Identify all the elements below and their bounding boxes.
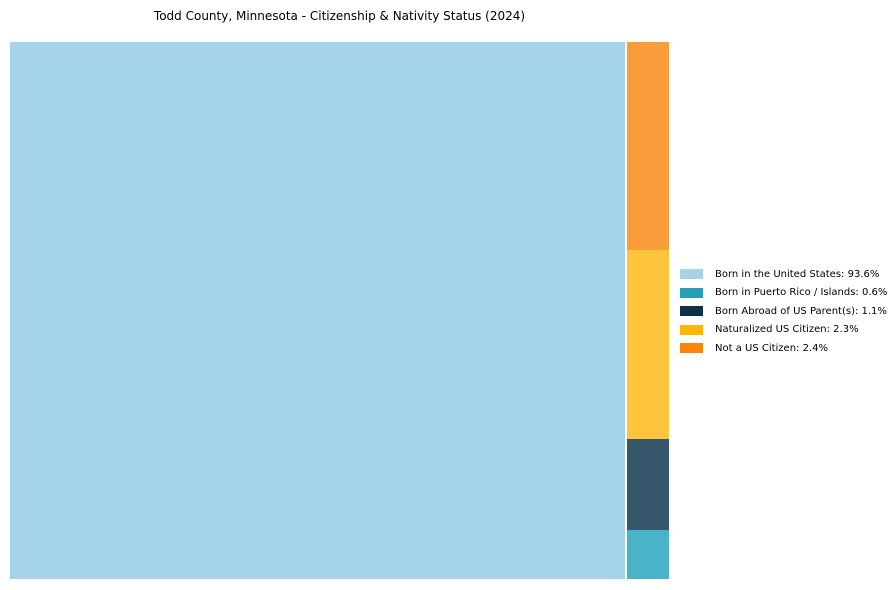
- legend-label-not-citizen: Not a US Citizen: 2.4%: [715, 342, 829, 354]
- treemap-rect-naturalized-citizen: [627, 250, 669, 439]
- legend: Born in the United States: 93.6% Born in…: [680, 265, 887, 358]
- legend-item-not-citizen: Not a US Citizen: 2.4%: [680, 339, 887, 358]
- legend-label-naturalized: Naturalized US Citizen: 2.3%: [715, 324, 859, 336]
- legend-item-naturalized: Naturalized US Citizen: 2.3%: [680, 321, 887, 340]
- legend-item-born-in-us: Born in the United States: 93.6%: [680, 265, 887, 284]
- legend-swatch-naturalized: [680, 324, 703, 335]
- treemap-rect-not-us-citizen: [627, 42, 669, 250]
- legend-swatch-born-abroad: [680, 306, 703, 317]
- treemap-plot-area: [10, 42, 669, 579]
- legend-swatch-puerto-rico: [680, 287, 703, 298]
- treemap-rect-born-in-us: [10, 42, 625, 579]
- legend-item-born-abroad: Born Abroad of US Parent(s): 1.1%: [680, 302, 887, 321]
- treemap-rect-born-abroad: [627, 439, 669, 530]
- treemap-right-strip: [627, 42, 669, 579]
- legend-label-born-abroad: Born Abroad of US Parent(s): 1.1%: [715, 305, 887, 317]
- legend-label-puerto-rico: Born in Puerto Rico / Islands: 0.6%: [715, 287, 888, 299]
- legend-label-born-in-us: Born in the United States: 93.6%: [715, 268, 880, 280]
- legend-swatch-born-in-us: [680, 269, 703, 280]
- legend-item-puerto-rico: Born in Puerto Rico / Islands: 0.6%: [680, 284, 887, 303]
- treemap-rect-puerto-rico: [627, 530, 669, 579]
- legend-swatch-not-citizen: [680, 343, 703, 354]
- chart-title: Todd County, Minnesota - Citizenship & N…: [153, 9, 526, 23]
